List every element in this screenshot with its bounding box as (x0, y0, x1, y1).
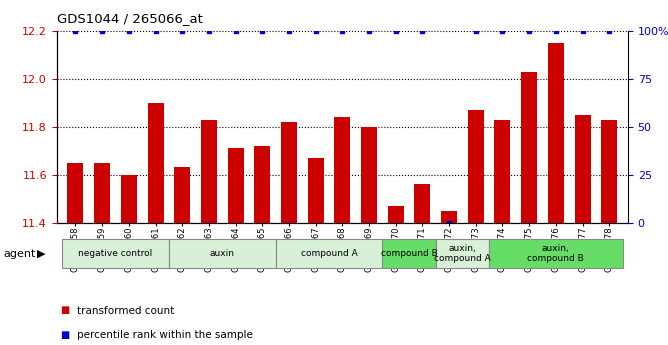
Bar (387, 206, 403, 223)
Bar (169, 239, 276, 268)
Text: ■: ■ (60, 330, 69, 339)
Bar (228, 148, 244, 223)
Bar (574, 115, 591, 223)
Bar (382, 239, 436, 268)
Bar (148, 103, 164, 223)
Bar (441, 210, 457, 223)
Bar (255, 146, 271, 223)
Bar (489, 239, 623, 268)
Bar (276, 239, 382, 268)
Bar (201, 120, 217, 223)
Text: agent: agent (3, 249, 35, 258)
Text: auxin: auxin (210, 249, 234, 258)
Text: ■: ■ (60, 306, 69, 315)
Bar (601, 120, 617, 223)
Bar (414, 184, 430, 223)
Text: compound A: compound A (301, 249, 357, 258)
Bar (335, 117, 350, 223)
Bar (361, 127, 377, 223)
Text: transformed count: transformed count (77, 306, 174, 315)
Bar (121, 175, 137, 223)
Text: percentile rank within the sample: percentile rank within the sample (77, 330, 253, 339)
Text: auxin,
compound B: auxin, compound B (528, 244, 584, 263)
Bar (521, 72, 537, 223)
Bar (548, 43, 564, 223)
Bar (94, 163, 110, 223)
Text: negative control: negative control (78, 249, 152, 258)
Bar (468, 110, 484, 223)
Text: auxin,
compound A: auxin, compound A (434, 244, 491, 263)
Bar (281, 122, 297, 223)
Bar (62, 239, 169, 268)
Bar (308, 158, 324, 223)
Text: compound B: compound B (381, 249, 438, 258)
Bar (67, 163, 84, 223)
Bar (174, 167, 190, 223)
Bar (494, 120, 510, 223)
Text: GDS1044 / 265066_at: GDS1044 / 265066_at (57, 12, 202, 25)
Bar (436, 239, 489, 268)
Text: ▶: ▶ (37, 249, 45, 258)
